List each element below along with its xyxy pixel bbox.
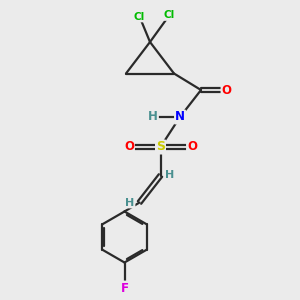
Text: O: O — [187, 140, 197, 154]
Text: H: H — [125, 197, 134, 208]
Text: Cl: Cl — [134, 11, 145, 22]
Text: H: H — [148, 110, 158, 124]
Text: F: F — [121, 281, 128, 295]
Text: O: O — [124, 140, 134, 154]
Text: H: H — [166, 170, 175, 181]
Text: O: O — [221, 83, 232, 97]
Text: N: N — [175, 110, 185, 124]
Text: Cl: Cl — [164, 10, 175, 20]
Text: S: S — [156, 140, 165, 154]
